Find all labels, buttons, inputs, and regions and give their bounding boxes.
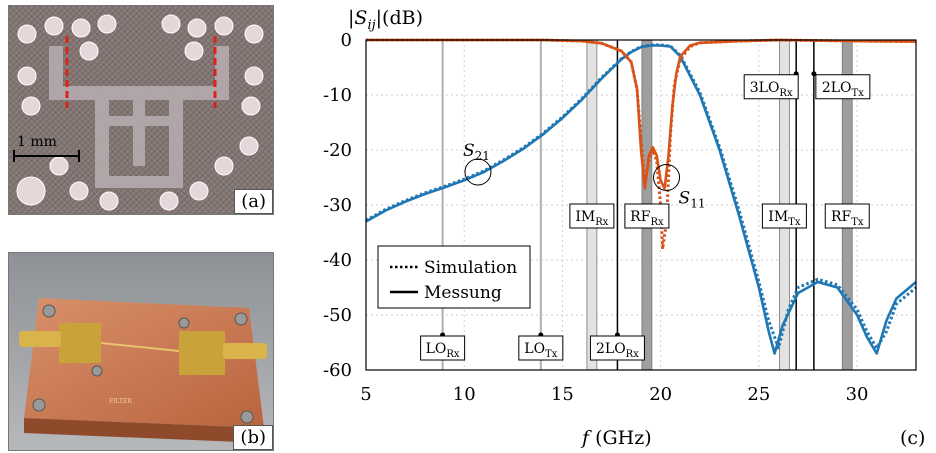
y-tick-label: -60 bbox=[323, 360, 352, 381]
marker-label-box-RF_Rx bbox=[624, 203, 670, 229]
legend-messung-label: Messung bbox=[424, 283, 502, 303]
series-annotations: S21 S11 bbox=[463, 141, 706, 211]
legend-simulation-label: Simulation bbox=[424, 258, 517, 278]
marker-label-box-RF_Tx bbox=[824, 203, 870, 229]
series-S11 bbox=[366, 38, 917, 190]
annotation-label-S11: S11 bbox=[679, 189, 706, 211]
marker-label-RF_Rx: RFRx bbox=[630, 209, 664, 228]
series bbox=[365, 38, 917, 355]
marker-dot-2LO_Tx bbox=[811, 71, 817, 77]
annotation-circle-S11 bbox=[653, 164, 681, 191]
marker-label-2LO_Tx: 2LOTx bbox=[822, 80, 864, 99]
y-axis-label: |Sij|(dB) bbox=[348, 7, 423, 33]
series-S21 bbox=[365, 44, 917, 355]
y-tick-label: -20 bbox=[323, 140, 352, 161]
marker-label-LO_Rx: LORx bbox=[426, 341, 460, 360]
x-tick-label: 15 bbox=[551, 384, 574, 405]
marker-label-box-3LO_Rx bbox=[743, 74, 799, 100]
x-tick-label: 10 bbox=[453, 384, 476, 405]
marker-label-box-IM_Tx bbox=[761, 203, 807, 229]
marker-label-3LO_Rx: 3LORx bbox=[750, 80, 793, 99]
y-tick-label: -40 bbox=[323, 250, 352, 271]
photo-module: FILTER (b) bbox=[8, 252, 274, 451]
photo-pcb-closeup: 1 mm (a) bbox=[8, 5, 274, 215]
legend: Simulation Messung bbox=[377, 245, 531, 309]
marker-label-box-2LO_Rx bbox=[589, 335, 645, 361]
marker-label-IM_Tx: IMTx bbox=[768, 209, 801, 228]
pcb-closeup-image: 1 mm bbox=[9, 6, 273, 214]
y-tick-label: -30 bbox=[323, 195, 352, 216]
svg-text:FILTER: FILTER bbox=[109, 398, 132, 405]
x-tick-label: 20 bbox=[649, 384, 672, 405]
x-tick-label: 30 bbox=[846, 384, 869, 405]
annotation-label-S21: S21 bbox=[463, 141, 490, 163]
x-axis-label: f (GHz) bbox=[580, 427, 652, 449]
marker-label-2LO_Rx: 2LORx bbox=[596, 341, 639, 360]
tick-labels: 5 10 15 20 25 30 0 -10 -20 -30 -40 -50 -60 bbox=[323, 30, 869, 405]
x-tick-label: 25 bbox=[747, 384, 770, 405]
module-image: FILTER bbox=[9, 253, 273, 450]
panel-label-a: (a) bbox=[234, 189, 273, 214]
annotation-circle-S21 bbox=[464, 158, 492, 186]
plot-frame bbox=[365, 39, 917, 371]
marker-label-IM_Rx: IMRx bbox=[575, 209, 608, 228]
y-tick-label: -10 bbox=[323, 85, 352, 106]
panel-label-c: (c) bbox=[900, 427, 925, 449]
x-tick-label: 5 bbox=[360, 384, 371, 405]
scale-bar-label: 1 mm bbox=[17, 134, 57, 150]
y-tick-label: 0 bbox=[341, 30, 352, 51]
panel-label-b: (b) bbox=[233, 425, 273, 450]
marker-label-box-2LO_Tx bbox=[815, 74, 871, 100]
y-tick-label: -50 bbox=[323, 305, 352, 326]
series-S11-sim bbox=[366, 38, 917, 251]
marker-labels: LORx LOTx 2LORx IMRx RFRx 3LORx 2LOTx IMTx RFTx bbox=[420, 71, 871, 361]
marker-label-box-LO_Tx bbox=[518, 335, 564, 361]
marker-label-RF_Tx: RFTx bbox=[831, 209, 864, 228]
marker-label-box-LO_Rx bbox=[420, 335, 466, 361]
marker-label-box-IM_Rx bbox=[569, 203, 615, 229]
marker-label-LO_Tx: LOTx bbox=[524, 341, 557, 360]
